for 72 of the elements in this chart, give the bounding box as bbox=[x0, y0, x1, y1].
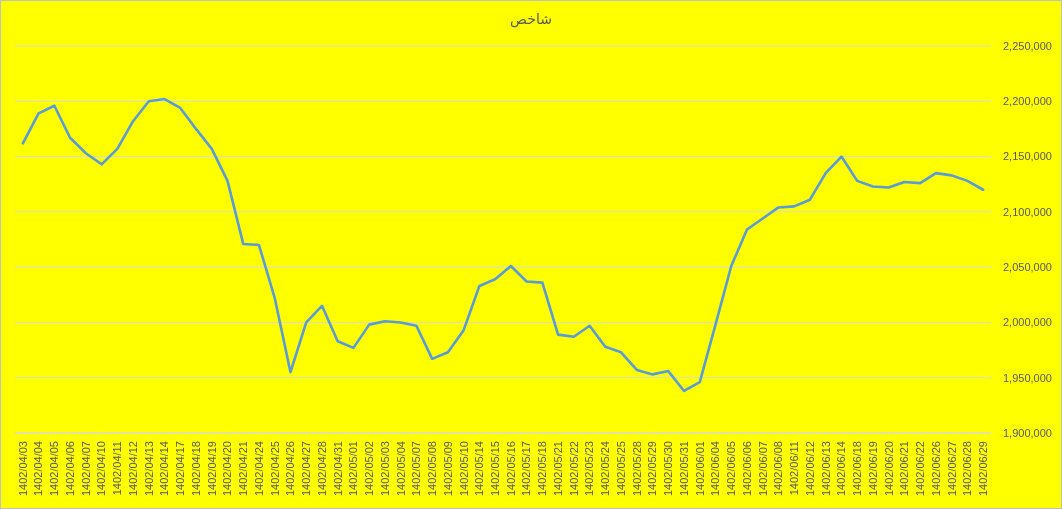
x-tick-label: 1402/05/07 bbox=[410, 441, 423, 497]
x-tick-label: 1402/06/13 bbox=[819, 441, 832, 497]
y-tick-label: 2,150,000 bbox=[1003, 150, 1052, 163]
x-tick-label: 1402/05/08 bbox=[426, 441, 439, 497]
x-tick-label: 1402/04/21 bbox=[237, 441, 250, 497]
x-tick-label: 1402/04/13 bbox=[142, 441, 155, 497]
x-tick-label: 1402/04/12 bbox=[126, 441, 139, 497]
x-tick-label: 1402/04/05 bbox=[48, 441, 61, 497]
x-tick-label: 1402/04/11 bbox=[111, 441, 124, 496]
x-tick-label: 1402/05/29 bbox=[646, 441, 659, 497]
x-tick-label: 1402/06/11 bbox=[788, 441, 801, 496]
x-tick-label: 1402/05/04 bbox=[394, 441, 407, 497]
x-tick-label: 1402/05/30 bbox=[662, 441, 675, 497]
x-tick-label: 1402/05/09 bbox=[441, 441, 454, 497]
x-tick-label: 1402/04/31 bbox=[331, 441, 344, 497]
x-tick-label: 1402/05/01 bbox=[347, 441, 360, 497]
y-tick-label: 1,900,000 bbox=[1003, 426, 1052, 439]
x-tick-label: 1402/06/21 bbox=[898, 441, 911, 497]
y-tick-label: 2,050,000 bbox=[1003, 260, 1052, 273]
x-tick-label: 1402/06/05 bbox=[725, 441, 738, 497]
x-tick-label: 1402/04/24 bbox=[252, 441, 265, 497]
x-tick-label: 1402/05/02 bbox=[363, 441, 376, 497]
x-tick-label: 1402/06/28 bbox=[961, 441, 974, 497]
x-tick-label: 1402/06/01 bbox=[693, 441, 706, 497]
x-tick-label: 1402/05/28 bbox=[630, 441, 643, 497]
x-tick-label: 1402/06/06 bbox=[740, 441, 753, 497]
x-tick-label: 1402/05/17 bbox=[520, 441, 533, 497]
x-tick-label: 1402/04/25 bbox=[268, 441, 281, 497]
x-tick-label: 1402/05/31 bbox=[677, 441, 690, 497]
x-tick-label: 1402/06/14 bbox=[835, 441, 848, 497]
x-tick-label: 1402/06/27 bbox=[945, 441, 958, 497]
x-tick-label: 1402/06/12 bbox=[803, 441, 816, 497]
y-tick-label: 2,000,000 bbox=[1003, 316, 1052, 329]
x-tick-label: 1402/06/29 bbox=[976, 441, 989, 497]
x-tick-label: 1402/04/20 bbox=[221, 441, 234, 497]
x-tick-label: 1402/05/22 bbox=[567, 441, 580, 497]
x-tick-label: 1402/05/14 bbox=[473, 441, 486, 497]
chart-title: شاخص bbox=[510, 11, 552, 28]
x-tick-label: 1402/05/16 bbox=[504, 441, 517, 497]
x-tick-label: 1402/05/24 bbox=[599, 441, 612, 497]
x-tick-label: 1402/04/06 bbox=[63, 441, 76, 497]
x-tick-label: 1402/04/07 bbox=[79, 441, 92, 497]
x-tick-label: 1402/06/26 bbox=[929, 441, 942, 497]
x-tick-label: 1402/04/14 bbox=[158, 441, 171, 497]
x-tick-label: 1402/06/20 bbox=[882, 441, 895, 497]
x-tick-label: 1402/05/10 bbox=[457, 441, 470, 497]
x-tick-label: 1402/06/07 bbox=[756, 441, 769, 497]
x-tick-label: 1402/04/18 bbox=[189, 441, 202, 497]
y-tick-label: 2,250,000 bbox=[1003, 39, 1052, 52]
y-tick-label: 2,100,000 bbox=[1003, 205, 1052, 218]
x-tick-label: 1402/06/18 bbox=[851, 441, 864, 497]
y-tick-label: 2,200,000 bbox=[1003, 95, 1052, 108]
x-tick-label: 1402/06/19 bbox=[866, 441, 879, 497]
x-tick-label: 1402/06/04 bbox=[709, 441, 722, 497]
x-tick-label: 1402/04/03 bbox=[16, 441, 29, 497]
x-tick-label: 1402/04/17 bbox=[174, 441, 187, 497]
x-tick-label: 1402/05/18 bbox=[536, 441, 549, 497]
x-tick-label: 1402/04/26 bbox=[284, 441, 297, 497]
x-tick-label: 1402/05/21 bbox=[551, 441, 564, 497]
x-tick-label: 1402/05/15 bbox=[488, 441, 501, 497]
x-tick-label: 1402/04/19 bbox=[205, 441, 218, 497]
x-tick-label: 1402/05/25 bbox=[614, 441, 627, 497]
x-tick-label: 1402/04/10 bbox=[95, 441, 108, 497]
x-tick-label: 1402/05/03 bbox=[378, 441, 391, 497]
x-tick-label: 1402/05/23 bbox=[583, 441, 596, 497]
y-tick-label: 1,950,000 bbox=[1003, 371, 1052, 384]
x-tick-label: 1402/04/04 bbox=[32, 441, 45, 497]
line-series bbox=[21, 97, 985, 393]
x-tick-label: 1402/04/27 bbox=[300, 441, 313, 497]
x-tick-label: 1402/04/28 bbox=[315, 441, 328, 497]
x-tick-label: 1402/06/08 bbox=[772, 441, 785, 497]
x-tick-label: 1402/06/22 bbox=[914, 441, 927, 497]
